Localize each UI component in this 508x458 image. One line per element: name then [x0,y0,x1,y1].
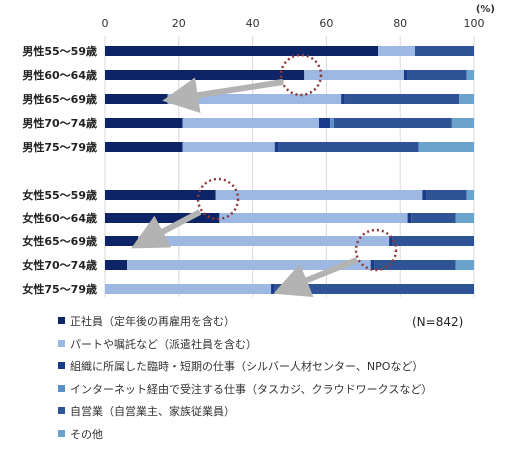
x-tick-label: 40 [246,17,260,30]
category-label: 男性60～64歳 [22,68,97,82]
bar-segment [466,70,474,80]
legend-item: 組織に所属した臨時・短期の仕事（シルバー人材センター、NPOなど） [58,360,498,383]
legend-label: インターネット経由で受注する仕事（タスカジ、クラウドワークスなど） [70,382,433,396]
bar-segment [333,118,452,128]
x-tick-label: 80 [393,17,407,30]
bar-segment [459,94,474,104]
bar-segment [403,70,408,80]
bar-segment [422,190,427,200]
bar-segment [407,70,467,80]
bar-segment [105,236,139,246]
bar-segment [127,260,371,270]
bar-segment [374,260,456,270]
x-tick-label: 20 [172,17,186,30]
legend-item: インターネット経由で受注する仕事（タスカジ、クラウドワークスなど） [58,383,498,406]
legend-swatch [58,407,65,414]
category-label: 女性60～64歳 [22,211,97,225]
bar-segment [455,260,474,270]
bar-segment [341,94,345,104]
category-label: 女性70～74歳 [22,258,97,272]
stacked-bar-chart: 0 20 40 60 80 100 (%) 男性55～59歳男性60～64歳男性65～69歳男… [22,4,495,297]
legend-swatch [58,317,65,324]
category-label: 男性55～59歳 [22,44,97,58]
bar-segment [414,46,474,56]
category-label: 男性65～69歳 [22,92,97,106]
bar-segment [105,284,272,294]
bar-segment [271,284,275,294]
highlight-circle [196,177,240,221]
bar-segment [219,213,408,223]
legend-item: 自営業（自営業主、家族従業員） [58,405,498,428]
bar-segment [182,142,275,152]
legend-item: その他 [58,428,498,451]
bar-segment [138,236,390,246]
highlight-arrow [273,257,359,297]
category-label: 女性65～69歳 [22,234,97,248]
legend-label: その他 [70,427,103,441]
highlight-arrow [162,77,284,114]
bar-segment [105,94,168,104]
legend-swatch [58,362,65,369]
bar-segment [319,118,331,128]
bar-segment [182,118,320,128]
bar-segment [426,190,467,200]
bar-segment [466,190,474,200]
unit-label: (%) [476,4,495,15]
bar-segment [105,118,183,128]
category-label: 男性75～79歳 [22,140,97,154]
bar-segment [105,190,216,200]
category-label: 女性55～59歳 [22,188,97,202]
bar-segment [167,94,342,104]
bar-segment [392,236,474,246]
bar-segment [105,142,183,152]
bar-segment [411,213,456,223]
bar-segment [105,213,220,223]
bar-segment [451,118,474,128]
bar-segment [344,94,460,104]
bar-segment [455,213,474,223]
category-label: 女性75～79歳 [22,282,97,296]
bar-segment [378,46,415,56]
x-tick-label: 100 [464,17,485,30]
x-tick-label: 60 [319,17,333,30]
legend-item: 正社員（定年後の再雇用を含む） [58,315,498,338]
legend-swatch [58,429,65,437]
bar-segment [304,70,404,80]
highlight-circle [354,228,398,272]
bar-segment [105,70,305,80]
bar-segment [418,142,474,152]
x-tick-label: 0 [102,17,109,30]
legend-label: 組織に所属した臨時・短期の仕事（シルバー人材センター、NPOなど） [70,360,424,373]
bar-segment [278,142,419,152]
bar-segment [330,118,334,128]
legend-label: 正社員（定年後の再雇用を含む） [70,315,235,328]
bar-segment [407,213,412,223]
bar-segment [274,142,279,152]
highlight-arrow [131,209,202,249]
bar-segment [274,284,474,294]
legend-label: 自営業（自営業主、家族従業員） [70,405,235,418]
bar-segment [105,260,128,270]
bar-segment [389,236,393,246]
bar-segment [215,190,423,200]
bar-segment [105,46,379,56]
sample-size-note: (N=842) [412,315,464,329]
bar-segment [370,260,375,270]
legend-item: パートや嘱託など（派遣社員を含む） [58,338,498,361]
category-label: 男性70～74歳 [22,116,97,130]
legend: 正社員（定年後の再雇用を含む） パートや嘱託など（派遣社員を含む） 組織に所属した臨… [58,315,498,450]
highlight-circle [279,53,323,97]
legend-label: パートや嘱託など（派遣社員を含む） [70,337,257,351]
legend-swatch [58,339,65,347]
legend-swatch [58,384,65,392]
